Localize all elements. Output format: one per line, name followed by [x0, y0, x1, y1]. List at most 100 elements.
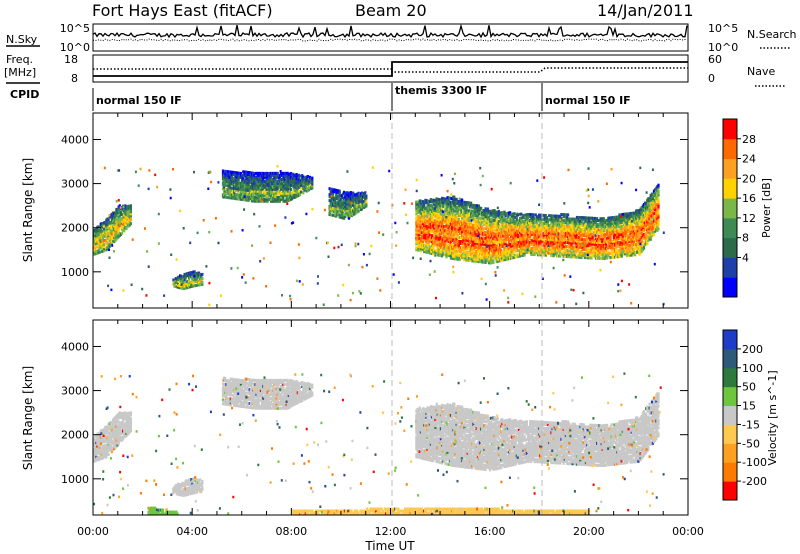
data-cell — [463, 240, 466, 244]
data-cell — [563, 237, 566, 240]
data-cell — [564, 247, 567, 250]
data-cell — [568, 239, 571, 243]
data-cell — [238, 193, 241, 197]
data-cell — [304, 184, 307, 188]
data-cell — [180, 280, 183, 284]
data-cell — [546, 247, 550, 251]
data-cell — [453, 235, 456, 239]
data-cell — [437, 217, 440, 221]
data-cell — [504, 234, 507, 238]
data-cell — [284, 193, 287, 197]
data-cell — [449, 204, 453, 208]
data-cell — [295, 179, 298, 182]
data-cell — [264, 191, 267, 195]
data-cell — [504, 256, 507, 259]
data-cell — [190, 281, 193, 284]
data-cell — [95, 232, 98, 235]
data-cell — [448, 238, 451, 242]
nsky-panel: N.Sky 10^5 10^0 10^5 10^0 N.Search — [6, 22, 797, 54]
data-cell — [573, 245, 576, 249]
data-cell — [266, 187, 269, 191]
cpid-segment-2: themis 3300 IF — [395, 84, 487, 97]
data-cell — [482, 234, 485, 238]
data-cell — [428, 211, 431, 215]
data-cell — [287, 179, 290, 183]
data-cell — [238, 181, 241, 185]
data-cell — [526, 215, 530, 218]
data-cell — [117, 233, 120, 237]
data-cell — [490, 257, 493, 261]
data-cell — [427, 209, 430, 213]
data-cell — [418, 221, 421, 225]
data-cell — [509, 223, 512, 227]
data-cell — [579, 218, 582, 222]
data-cell — [418, 209, 421, 213]
data-cell — [497, 249, 500, 253]
data-cell — [239, 185, 242, 189]
data-cell — [604, 238, 608, 242]
data-cell — [520, 250, 523, 254]
data-cell — [308, 185, 312, 189]
data-cell — [568, 253, 571, 257]
data-cell — [286, 189, 289, 193]
data-cell — [501, 250, 504, 254]
data-cell — [201, 280, 204, 284]
data-cell — [504, 230, 507, 234]
data-cell — [591, 250, 594, 254]
data-cell — [95, 234, 98, 237]
data-cell — [462, 254, 465, 258]
data-cell — [562, 225, 565, 228]
data-cell — [474, 227, 477, 231]
data-cell — [335, 192, 338, 196]
data-cell — [589, 224, 592, 228]
data-cell — [603, 234, 606, 238]
data-cell — [419, 247, 422, 251]
data-cell — [546, 220, 550, 224]
data-cell — [543, 241, 546, 245]
data-cell — [561, 252, 564, 256]
data-cell — [568, 235, 571, 239]
data-cell — [311, 178, 314, 182]
data-cell — [609, 236, 612, 240]
data-cell — [454, 201, 457, 205]
data-cell — [601, 231, 604, 235]
data-cell — [439, 240, 442, 244]
data-cell — [436, 243, 439, 247]
data-cell — [454, 247, 457, 251]
data-cell — [487, 221, 490, 225]
data-cell — [558, 248, 561, 252]
data-cell — [611, 226, 614, 230]
data-cell — [525, 213, 528, 217]
data-cell — [475, 245, 478, 249]
data-cell — [344, 205, 347, 208]
data-cell — [466, 211, 469, 215]
data-cell — [129, 208, 132, 212]
data-cell — [437, 247, 440, 251]
data-cell — [540, 239, 543, 243]
data-cell — [292, 190, 295, 194]
data-cell — [597, 225, 600, 229]
data-cell — [335, 214, 338, 218]
data-cell — [483, 223, 486, 226]
data-cell — [572, 247, 575, 251]
data-cell — [539, 247, 542, 251]
data-cell — [613, 229, 617, 233]
data-cell — [520, 222, 523, 226]
data-cell — [439, 252, 442, 256]
data-cell — [542, 253, 545, 257]
data-cell — [534, 231, 537, 235]
data-cell — [97, 225, 100, 229]
data-cell — [590, 234, 593, 238]
data-cell — [511, 220, 514, 224]
data-cell — [307, 188, 310, 192]
data-cell — [333, 206, 336, 210]
data-cell — [233, 177, 236, 180]
data-cell — [481, 220, 484, 224]
data-cell — [514, 249, 517, 253]
data-cell — [302, 187, 305, 191]
data-cell — [613, 251, 617, 255]
data-cell — [226, 188, 229, 191]
data-cell — [513, 230, 516, 233]
data-cell — [533, 247, 536, 251]
data-cell — [514, 237, 517, 241]
